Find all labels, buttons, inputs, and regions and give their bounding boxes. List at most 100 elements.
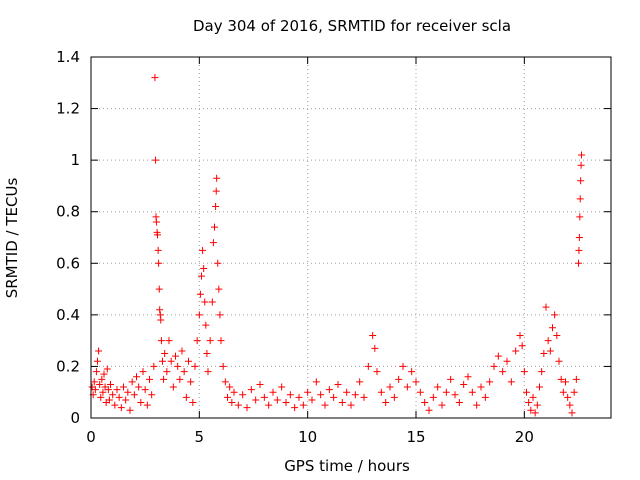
data-point [542, 303, 550, 311]
data-point [499, 368, 507, 376]
data-point [382, 399, 390, 407]
data-point [105, 396, 113, 404]
data-point [113, 386, 121, 394]
data-point [99, 388, 107, 396]
data-point [96, 380, 104, 388]
data-point [553, 331, 561, 339]
data-point [390, 393, 398, 401]
data-point [206, 337, 214, 345]
data-point [520, 368, 528, 376]
data-point [351, 391, 359, 399]
data-point [252, 396, 260, 404]
data-point [155, 259, 163, 267]
data-point [575, 246, 583, 254]
data-point [230, 388, 238, 396]
data-point [570, 388, 578, 396]
data-point [180, 368, 188, 376]
data-point [299, 401, 307, 409]
data-point [317, 391, 325, 399]
data-point [219, 362, 227, 370]
data-point [447, 375, 455, 383]
data-point [451, 391, 459, 399]
data-point [103, 365, 111, 373]
data-point [403, 383, 411, 391]
y-tick-label: 0.8 [56, 203, 80, 221]
data-point [408, 368, 416, 376]
data-point [576, 213, 584, 221]
data-point [203, 350, 211, 358]
data-point [187, 378, 195, 386]
data-point [226, 383, 234, 391]
y-tick-label: 0.6 [56, 254, 80, 272]
data-point [438, 401, 446, 409]
data-point [549, 324, 556, 332]
data-point [193, 337, 201, 345]
data-point [527, 406, 535, 414]
y-tick-label: 1 [70, 151, 80, 169]
data-point [172, 352, 179, 360]
data-point [152, 156, 160, 164]
data-point [157, 316, 165, 324]
data-point [494, 352, 502, 360]
data-point [369, 331, 377, 339]
data-point [512, 347, 520, 355]
data-point [217, 337, 225, 345]
data-point [104, 386, 112, 394]
data-point [312, 378, 320, 386]
data-point [531, 409, 539, 417]
data-point [282, 399, 290, 407]
data-point [213, 174, 221, 182]
data-point [278, 383, 286, 391]
data-point [507, 378, 515, 386]
data-point [159, 357, 166, 365]
data-point [152, 218, 160, 226]
data-point [416, 388, 424, 396]
data-point [486, 378, 494, 386]
data-point [256, 380, 264, 388]
data-point [273, 396, 281, 404]
data-point [115, 393, 123, 401]
data-point [572, 375, 580, 383]
x-tick-label: 15 [406, 428, 425, 446]
data-point [364, 362, 372, 370]
data-point [143, 401, 151, 409]
data-point [468, 388, 476, 396]
data-point [377, 388, 385, 396]
chart-title: Day 304 of 2016, SRMTID for receiver scl… [193, 17, 511, 35]
data-point [429, 393, 437, 401]
data-point [575, 234, 583, 241]
data-point [94, 357, 101, 365]
data-point [562, 378, 569, 386]
data-point [308, 396, 316, 404]
data-point [157, 337, 165, 345]
data-point [97, 393, 105, 401]
data-point [557, 375, 565, 383]
x-tick-label: 5 [195, 428, 205, 446]
data-point [291, 404, 299, 412]
data-point [111, 401, 119, 409]
plot-frame [90, 56, 612, 419]
data-point [139, 368, 147, 376]
y-tick-label: 1.4 [56, 48, 80, 66]
data-point [169, 383, 177, 391]
data-point [269, 388, 277, 396]
data-point [477, 383, 485, 391]
data-point [577, 161, 585, 169]
data-point [464, 373, 472, 381]
data-point [425, 406, 433, 414]
data-point [523, 388, 530, 396]
data-point [95, 347, 103, 355]
data-point [141, 386, 149, 394]
y-tick-label: 0 [70, 409, 80, 427]
data-point [148, 391, 156, 399]
data-point [155, 285, 163, 293]
data-point [356, 378, 364, 386]
data-point [260, 393, 268, 401]
data-point [195, 311, 203, 319]
data-point [343, 388, 351, 396]
data-point [150, 362, 158, 370]
grid-lines [91, 57, 611, 418]
data-point [167, 357, 175, 365]
data-point [395, 375, 403, 383]
